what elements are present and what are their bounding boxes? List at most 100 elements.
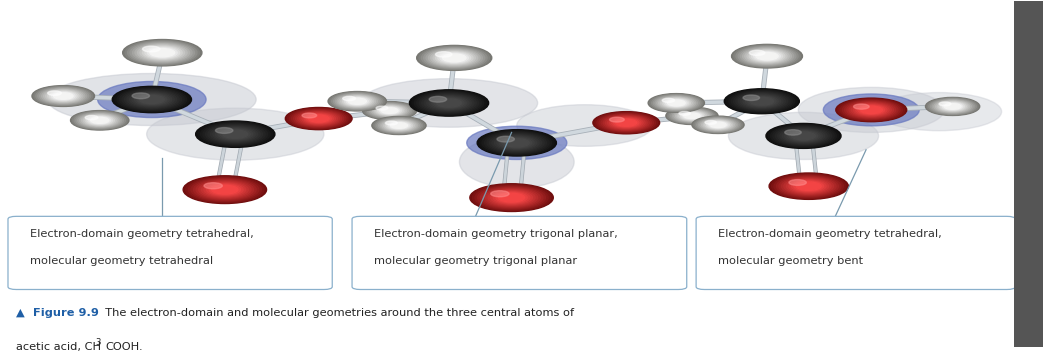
Circle shape <box>79 114 120 127</box>
Circle shape <box>328 92 386 111</box>
Circle shape <box>435 52 473 64</box>
Circle shape <box>597 113 656 132</box>
Circle shape <box>409 90 489 116</box>
Circle shape <box>705 120 716 124</box>
Circle shape <box>200 122 270 146</box>
Circle shape <box>939 102 966 111</box>
Circle shape <box>943 103 963 110</box>
Circle shape <box>740 94 783 108</box>
Circle shape <box>362 102 417 120</box>
Circle shape <box>125 40 199 65</box>
Circle shape <box>675 110 708 121</box>
Circle shape <box>612 118 641 127</box>
Circle shape <box>117 88 187 111</box>
Circle shape <box>650 94 703 112</box>
Circle shape <box>491 191 532 205</box>
Circle shape <box>431 97 467 109</box>
Circle shape <box>74 112 125 129</box>
Circle shape <box>390 123 407 128</box>
Circle shape <box>38 87 89 104</box>
Circle shape <box>489 190 535 205</box>
Circle shape <box>339 95 376 107</box>
Circle shape <box>285 108 352 130</box>
Text: Figure 9.9: Figure 9.9 <box>33 308 99 318</box>
Circle shape <box>785 130 823 142</box>
Circle shape <box>656 96 697 110</box>
Circle shape <box>670 109 713 123</box>
Circle shape <box>786 179 831 194</box>
Circle shape <box>218 129 253 140</box>
Circle shape <box>431 50 478 66</box>
Circle shape <box>478 186 545 209</box>
Circle shape <box>209 184 240 195</box>
Circle shape <box>727 90 797 113</box>
Circle shape <box>698 118 737 131</box>
Circle shape <box>470 184 553 211</box>
Circle shape <box>348 98 366 104</box>
FancyBboxPatch shape <box>1014 1 1043 347</box>
Circle shape <box>499 137 535 149</box>
Circle shape <box>298 112 339 126</box>
Circle shape <box>419 46 490 70</box>
Circle shape <box>860 106 882 114</box>
Circle shape <box>648 93 705 112</box>
Circle shape <box>89 117 111 124</box>
Circle shape <box>664 99 689 107</box>
Text: ▲: ▲ <box>17 308 25 318</box>
Circle shape <box>856 105 886 115</box>
Circle shape <box>679 112 705 120</box>
Circle shape <box>140 95 164 104</box>
Circle shape <box>925 97 979 115</box>
Circle shape <box>692 116 744 133</box>
Circle shape <box>302 113 335 124</box>
Circle shape <box>443 54 466 62</box>
Circle shape <box>738 47 796 66</box>
Text: molecular geometry trigonal planar: molecular geometry trigonal planar <box>374 256 577 266</box>
Circle shape <box>606 116 647 130</box>
Circle shape <box>603 115 649 130</box>
Circle shape <box>87 116 113 125</box>
Circle shape <box>729 90 794 112</box>
Circle shape <box>91 117 109 123</box>
Circle shape <box>370 104 410 118</box>
Circle shape <box>32 86 95 107</box>
Circle shape <box>379 107 400 114</box>
Circle shape <box>791 181 826 192</box>
Circle shape <box>854 104 870 109</box>
Circle shape <box>204 124 267 145</box>
Circle shape <box>785 130 801 135</box>
Circle shape <box>371 104 408 117</box>
Circle shape <box>385 121 398 125</box>
Circle shape <box>120 89 184 110</box>
Circle shape <box>750 50 785 62</box>
Circle shape <box>140 45 185 60</box>
Circle shape <box>113 86 191 113</box>
Circle shape <box>376 106 388 110</box>
Circle shape <box>127 41 197 64</box>
Circle shape <box>779 176 838 196</box>
Circle shape <box>437 52 471 63</box>
Circle shape <box>122 90 182 109</box>
Circle shape <box>417 45 492 70</box>
Circle shape <box>49 91 77 101</box>
Circle shape <box>145 47 180 58</box>
Circle shape <box>51 92 75 100</box>
Circle shape <box>601 114 651 131</box>
Circle shape <box>939 102 951 106</box>
Circle shape <box>150 48 174 57</box>
Circle shape <box>745 96 778 107</box>
Circle shape <box>429 96 469 109</box>
Circle shape <box>374 117 424 134</box>
Circle shape <box>593 112 660 134</box>
Circle shape <box>388 122 409 129</box>
Circle shape <box>610 117 643 128</box>
Circle shape <box>780 128 827 144</box>
Circle shape <box>774 175 844 198</box>
Circle shape <box>78 113 122 127</box>
Circle shape <box>124 90 180 109</box>
Text: molecular geometry bent: molecular geometry bent <box>718 256 863 266</box>
Circle shape <box>86 115 98 120</box>
Circle shape <box>929 98 976 114</box>
Circle shape <box>367 103 411 118</box>
Circle shape <box>495 136 539 150</box>
